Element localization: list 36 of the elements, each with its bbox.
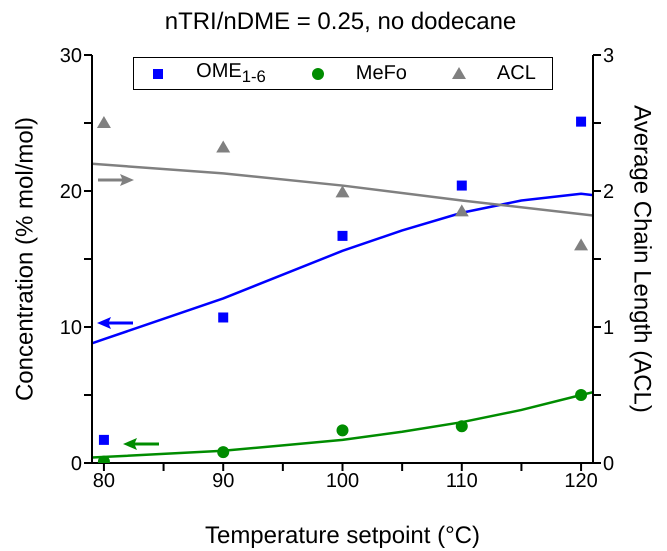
x-tick-label: 80 <box>92 470 116 492</box>
point <box>98 434 109 445</box>
point <box>96 116 111 128</box>
point <box>336 424 348 436</box>
legend-label: OME$_{1-6}$ <box>196 60 266 87</box>
x-tick-label: 110 <box>446 470 478 492</box>
legend-label: ACL <box>496 62 536 85</box>
point <box>454 204 469 216</box>
point <box>218 312 228 322</box>
x-tick-label: 90 <box>212 470 234 492</box>
line-series <box>92 162 593 217</box>
y-axis-title: Concentration (% mol/mol) <box>12 116 39 402</box>
point <box>575 389 588 401</box>
point <box>574 238 588 250</box>
point <box>456 420 468 432</box>
x-axis-title: Temperature setpoint (°C) <box>204 522 480 549</box>
y2-tick-label: 1 <box>603 317 614 340</box>
line-series <box>92 192 593 345</box>
point <box>456 180 467 191</box>
point <box>217 446 230 458</box>
y-tick-label: 30 <box>60 45 82 68</box>
y-tick-label: 10 <box>60 317 82 340</box>
y-tick-label: 20 <box>60 181 82 204</box>
point <box>336 185 350 198</box>
y2-axis-title: Average Chain Length (ACL) <box>628 105 656 413</box>
point <box>216 140 230 152</box>
x-tick-label: 120 <box>564 470 598 492</box>
y2-tick-label: 3 <box>603 45 614 68</box>
point <box>338 230 348 241</box>
chart-title: nTRI/nDME = 0.25, no dodecane <box>164 8 518 37</box>
y2-tick-label: 0 <box>603 453 614 476</box>
y2-tick-label: 2 <box>603 181 614 204</box>
point <box>576 116 586 127</box>
x-tick-label: 100 <box>326 470 360 492</box>
y-tick-label: 0 <box>70 453 82 476</box>
legend-label: MeFo <box>356 62 407 85</box>
